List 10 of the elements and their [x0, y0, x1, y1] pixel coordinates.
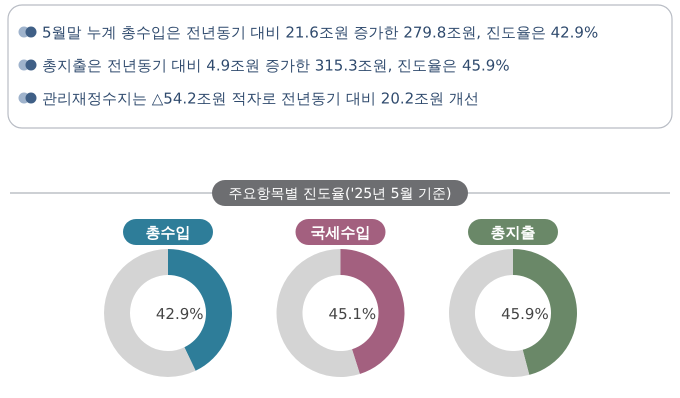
data-label: 45.1% — [328, 305, 376, 323]
chart-title: 총지출 — [490, 224, 536, 242]
text: 5월말 누계 총수입은 전년동기 대비 21.6조원 증가한 279.8조원, 진도율은 42.9% — [42, 24, 598, 42]
data-label: 45.9% — [501, 305, 549, 323]
data-label: 42.9% — [156, 305, 204, 323]
chart-title: 국세수입 — [310, 224, 370, 242]
text: 총지출은 전년동기 대비 4.9조원 증가한 315.3조원, 진도율은 45.9% — [42, 56, 510, 74]
text: 관리재정수지는 △54.2조원 적자로 전년동기 대비 20.2조원 개선 — [42, 90, 479, 108]
text: 주요항목별 진도율('25년 5월 기준) — [228, 186, 452, 202]
chart-title: 총수입 — [146, 224, 190, 242]
